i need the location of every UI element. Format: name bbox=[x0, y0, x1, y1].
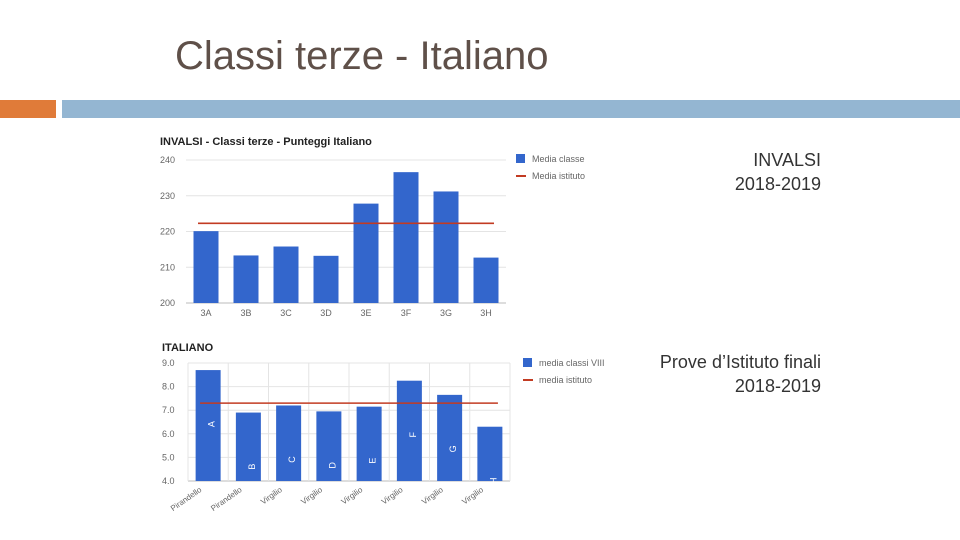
x-tick-label: 3F bbox=[401, 308, 412, 318]
x-tick-label: Virgilio bbox=[259, 485, 284, 506]
prove-label-line1: Prove d’Istituto finali bbox=[659, 352, 821, 372]
bar-label: A bbox=[207, 421, 217, 427]
x-tick-label: Pirandello bbox=[209, 485, 244, 513]
invalsi-label-line2: 2018-2019 bbox=[734, 174, 821, 194]
x-tick-label: 3B bbox=[240, 308, 251, 318]
legend-swatch bbox=[523, 358, 532, 367]
x-tick-label: 3E bbox=[360, 308, 371, 318]
legend-label: Media classe bbox=[532, 154, 585, 164]
y-tick-label: 220 bbox=[160, 227, 175, 237]
x-tick-label: 3G bbox=[440, 308, 452, 318]
accent-bar-orange bbox=[0, 100, 56, 118]
bar-label: D bbox=[327, 462, 337, 469]
x-tick-label: 3A bbox=[200, 308, 211, 318]
bar bbox=[353, 203, 379, 303]
chart-title: ITALIANO bbox=[162, 342, 214, 354]
invalsi-label-line1: INVALSI bbox=[753, 150, 821, 170]
y-tick-label: 6.0 bbox=[162, 429, 175, 439]
bar-label: H bbox=[488, 477, 498, 484]
italiano-chart: ITALIANO 4.0 5.0 6.0 7.0 8.0 9.0 Pirandello A Pir… bbox=[162, 342, 605, 513]
bar-label: C bbox=[287, 456, 297, 463]
prove-label: Prove d’Istituto finali 2018-2019 bbox=[660, 350, 821, 398]
bar bbox=[313, 255, 339, 303]
legend-swatch bbox=[516, 154, 525, 163]
bar-label: E bbox=[368, 458, 378, 464]
bar-label: B bbox=[247, 464, 257, 470]
invalsi-chart: INVALSI - Classi terze - Punteggi Italia… bbox=[160, 136, 585, 318]
bar bbox=[356, 406, 382, 481]
bar-label: F bbox=[408, 431, 418, 437]
y-tick-label: 8.0 bbox=[162, 382, 175, 392]
bar bbox=[276, 405, 302, 481]
accent-bar-blue bbox=[62, 100, 960, 118]
x-tick-label: Virgilio bbox=[380, 485, 405, 506]
y-tick-label: 240 bbox=[160, 155, 175, 165]
y-tick-label: 200 bbox=[160, 298, 175, 308]
bar-label: G bbox=[448, 445, 458, 452]
bar bbox=[235, 412, 261, 481]
bar bbox=[193, 231, 219, 303]
bar bbox=[433, 191, 459, 303]
y-tick-label: 230 bbox=[160, 191, 175, 201]
bar bbox=[473, 257, 499, 303]
bar bbox=[393, 172, 419, 303]
y-tick-label: 5.0 bbox=[162, 452, 175, 462]
x-tick-label: Pirandello bbox=[169, 485, 204, 513]
bar bbox=[195, 370, 221, 481]
x-tick-label: 3C bbox=[280, 308, 292, 318]
y-tick-label: 210 bbox=[160, 262, 175, 272]
bar bbox=[273, 246, 299, 303]
bar bbox=[477, 426, 503, 481]
y-tick-label: 4.0 bbox=[162, 476, 175, 486]
invalsi-label: INVALSI 2018-2019 bbox=[735, 148, 821, 196]
x-tick-label: Virgilio bbox=[420, 485, 445, 506]
x-tick-label: 3H bbox=[480, 308, 492, 318]
bar bbox=[437, 394, 463, 481]
x-tick-label: Virgilio bbox=[340, 485, 365, 506]
legend-label: Media istituto bbox=[532, 171, 585, 181]
bar bbox=[316, 411, 342, 481]
bar bbox=[396, 380, 422, 481]
bar bbox=[233, 255, 259, 303]
x-tick-label: 3D bbox=[320, 308, 332, 318]
slide-title: Classi terze - Italiano bbox=[175, 34, 549, 78]
x-tick-label: Virgilio bbox=[460, 485, 485, 506]
legend-label: media classi VIII bbox=[539, 358, 605, 368]
y-tick-label: 9.0 bbox=[162, 358, 175, 368]
y-tick-label: 7.0 bbox=[162, 405, 175, 415]
prove-label-line2: 2018-2019 bbox=[734, 376, 821, 396]
legend-label: media istituto bbox=[539, 375, 592, 385]
chart-title: INVALSI - Classi terze - Punteggi Italia… bbox=[160, 136, 372, 148]
x-tick-label: Virgilio bbox=[299, 485, 324, 506]
